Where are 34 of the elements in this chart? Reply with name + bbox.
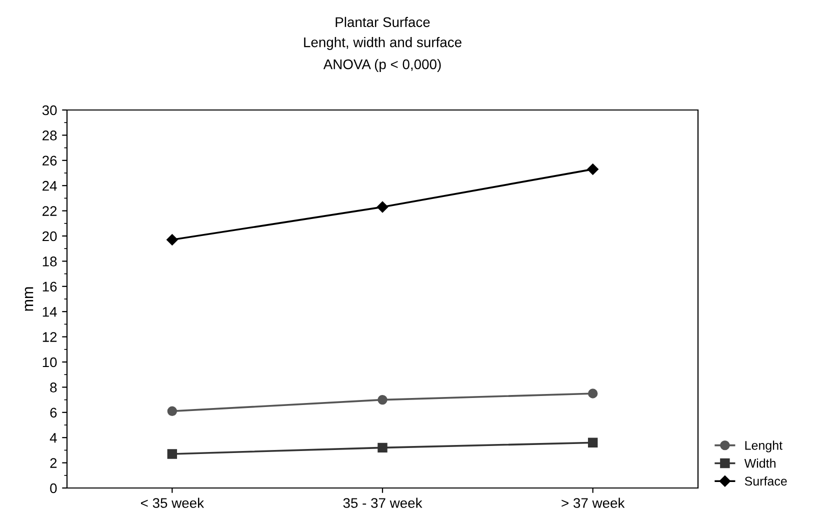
y-tick-label: 16: [42, 282, 57, 292]
y-tick-label: 26: [42, 156, 57, 166]
x-tick-label: 35 - 37 week: [343, 498, 422, 508]
chart-subtitle: Lenght, width and surface ANOVA (p < 0,000): [304, 37, 462, 72]
y-tick-label: 18: [42, 256, 57, 266]
x-tick-label: > 37 week: [562, 498, 625, 508]
y-tick-label: 4: [50, 433, 57, 443]
y-tick-label: 24: [42, 180, 57, 191]
legend-label: Surface: [744, 476, 787, 486]
chart-title: Plantar Surface: [336, 16, 430, 28]
y-tick-label: 10: [42, 357, 57, 368]
legend-label: Lenght: [745, 440, 782, 452]
point: [378, 394, 388, 405]
y-tick-label: 22: [42, 206, 57, 216]
point: [588, 438, 598, 448]
y-tick-label: 8: [50, 382, 57, 392]
y-tick-label: 2: [50, 458, 57, 468]
y-tick-label: 12: [42, 332, 57, 342]
y-tick-label: 30: [42, 105, 57, 116]
point: [167, 406, 178, 416]
y-axis-title: mm: [24, 287, 34, 311]
point: [378, 442, 388, 453]
y-tick-label: 6: [50, 408, 57, 418]
legend-label: Width: [744, 458, 776, 468]
y-tick-label: 20: [42, 231, 57, 242]
point: [167, 449, 178, 459]
point: [588, 388, 598, 398]
y-tick-label: 14: [42, 307, 57, 317]
y-tick-label: 0: [50, 483, 57, 494]
x-tick-label: < 35 week: [141, 498, 204, 508]
point: [376, 201, 388, 213]
point: [587, 164, 598, 175]
y-tick-label: 28: [42, 130, 57, 140]
point: [166, 234, 178, 246]
